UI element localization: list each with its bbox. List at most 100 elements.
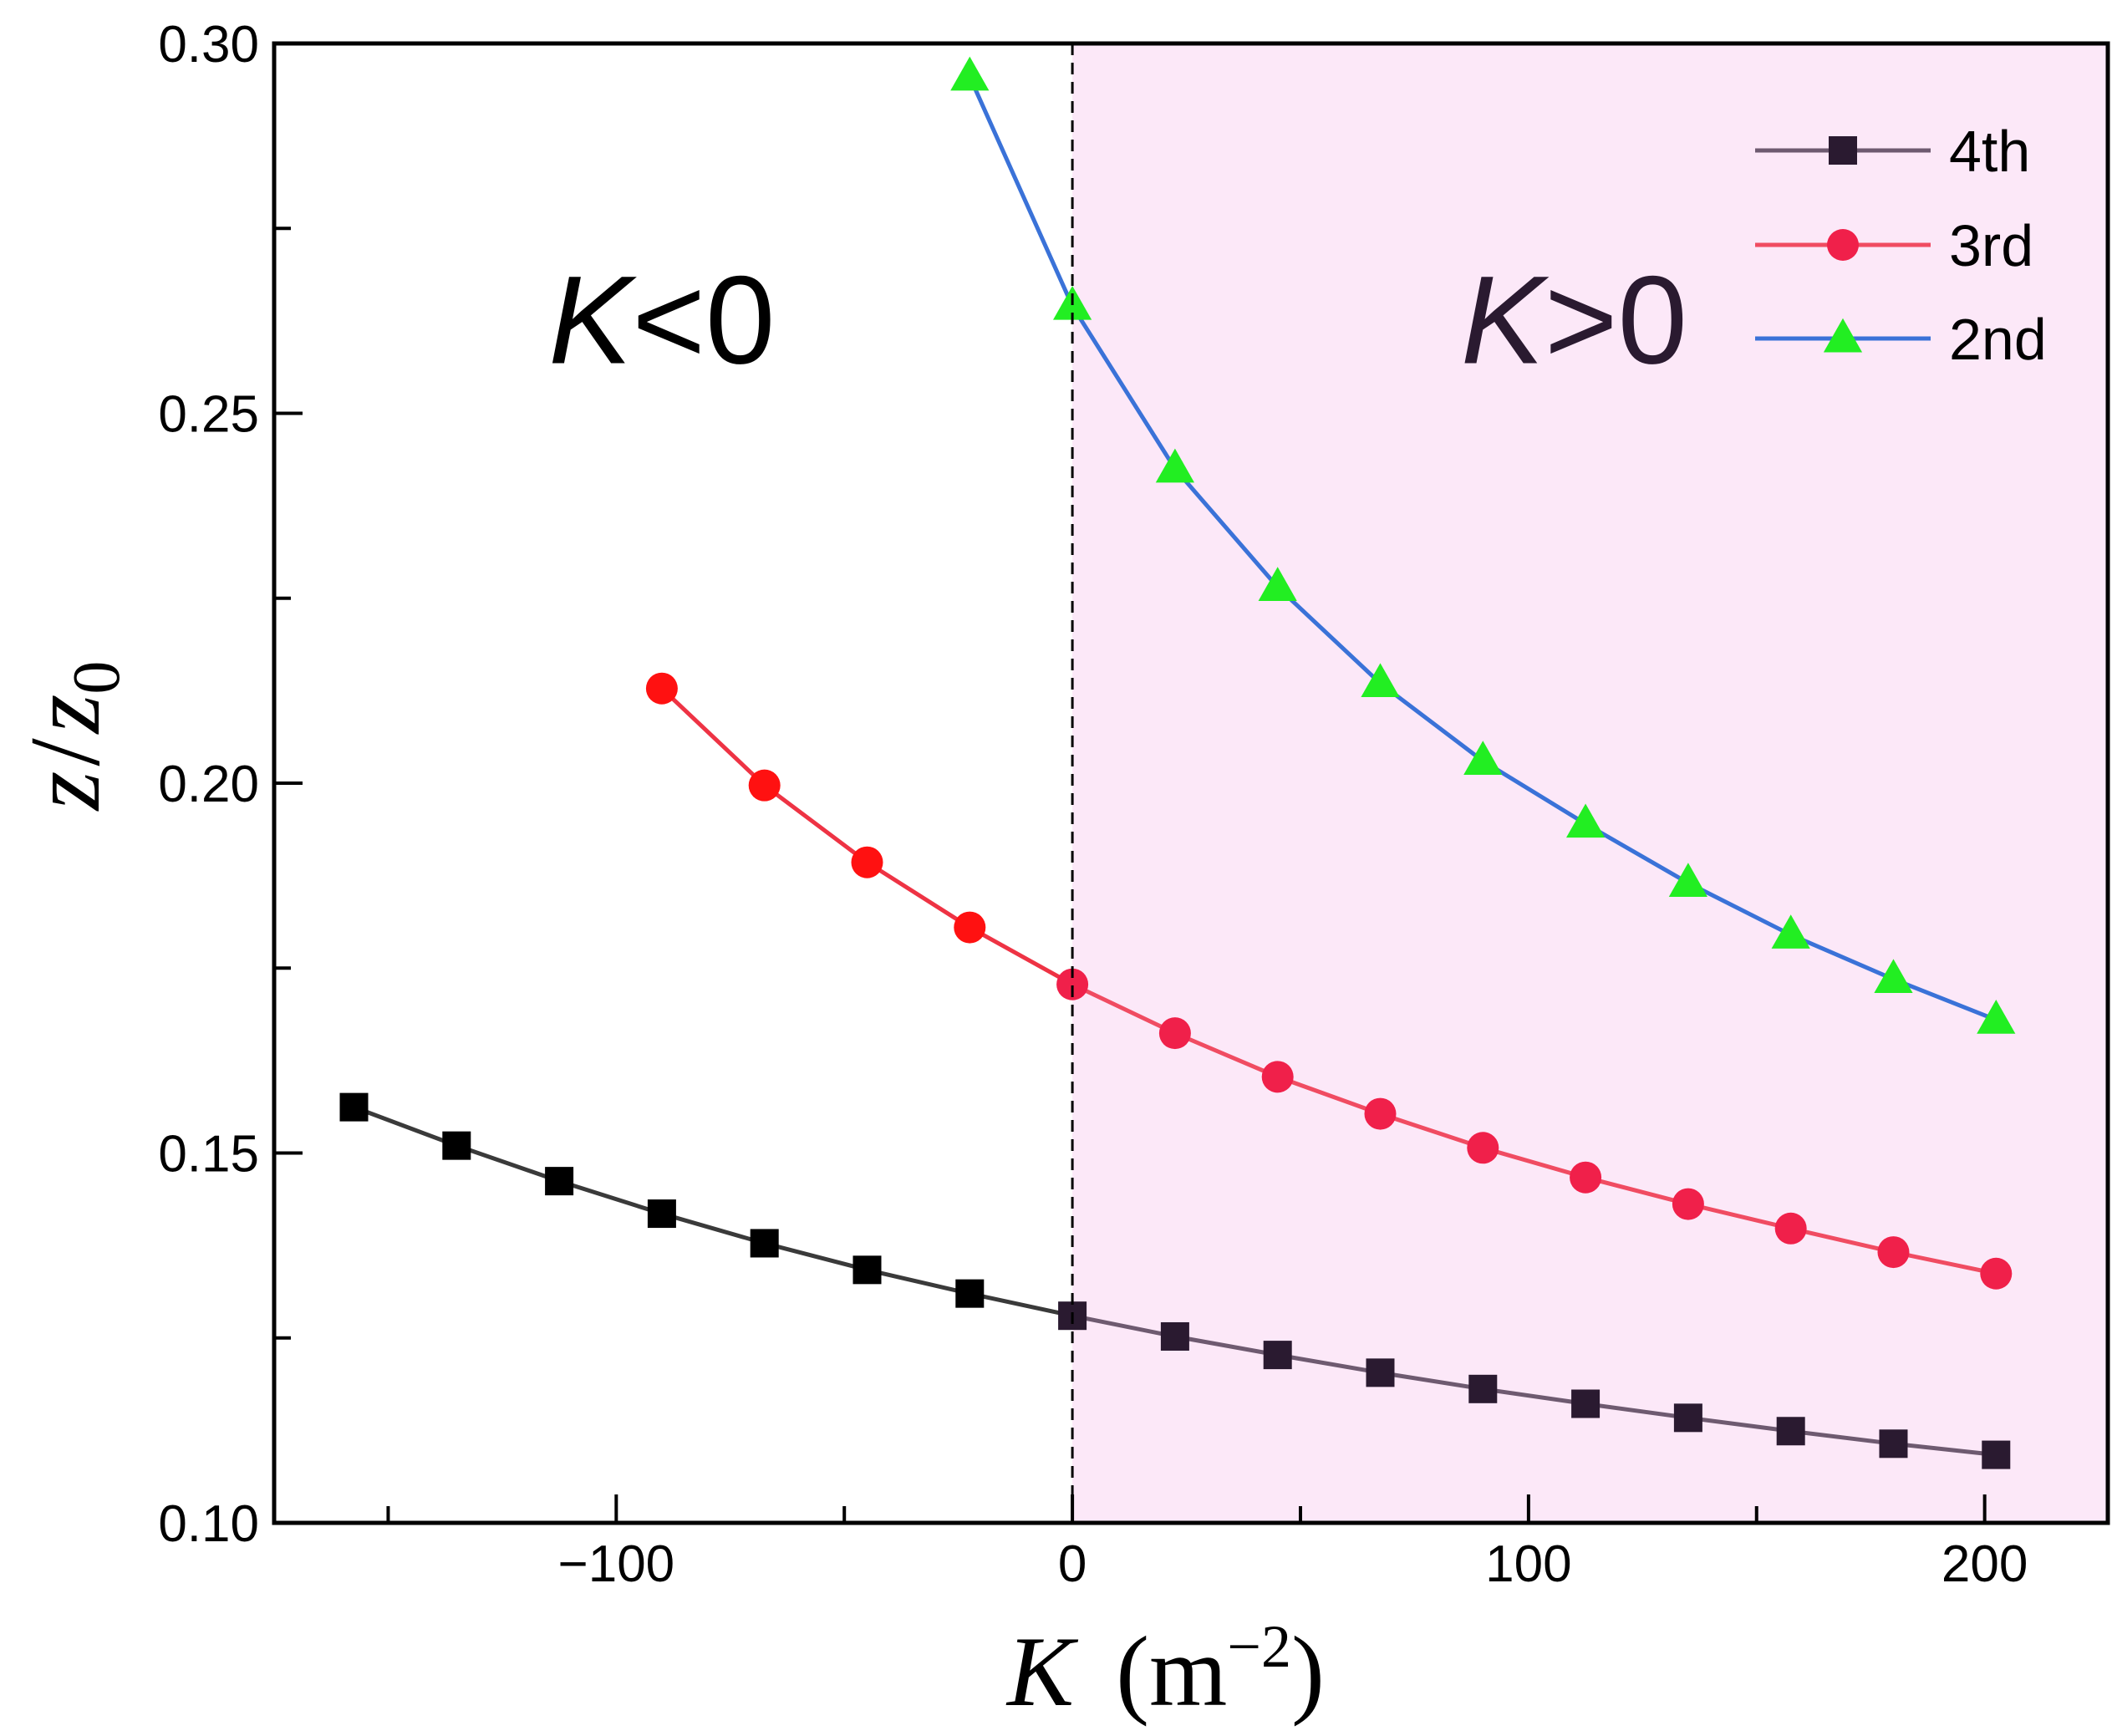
region-label: K<0 — [548, 249, 775, 389]
data-point-4th — [647, 1199, 676, 1229]
legend-marker-2nd — [1823, 318, 1863, 353]
data-point-3rd — [1364, 1097, 1397, 1130]
data-point-3rd — [1877, 1236, 1910, 1269]
series-line-4th — [764, 1241, 868, 1272]
x-tick-label: 200 — [1942, 1535, 2028, 1593]
data-point-3rd — [1158, 1017, 1191, 1050]
data-point-2nd — [1874, 959, 1913, 994]
data-point-4th — [1673, 1403, 1702, 1433]
shaded-region — [1072, 43, 2108, 1523]
legend-label-4th: 4th — [1949, 119, 2030, 184]
series-line-2nd — [1275, 585, 1382, 685]
series-line-4th — [1790, 1428, 1894, 1446]
series-line-4th — [1482, 1387, 1586, 1406]
data-point-4th — [1776, 1417, 1805, 1446]
data-point-4th — [1879, 1429, 1908, 1459]
data-point-4th — [1160, 1321, 1189, 1351]
series-line-2nd — [1892, 977, 1997, 1022]
data-point-4th — [750, 1229, 779, 1258]
data-point-2nd — [1361, 663, 1400, 698]
series-line-3rd — [969, 925, 1074, 986]
data-point-2nd — [1977, 1000, 2016, 1034]
data-point-3rd — [954, 911, 986, 944]
series-line-4th — [1893, 1441, 1997, 1458]
series-line-4th — [1687, 1415, 1792, 1433]
plot-area — [339, 56, 2016, 1469]
data-point-4th — [339, 1092, 369, 1122]
series-line-4th — [353, 1105, 458, 1148]
series-line-3rd — [1482, 1145, 1586, 1180]
series-line-2nd — [968, 75, 1075, 308]
y-tick-label: 0.30 — [158, 16, 259, 74]
y-axis-title: z/z0 — [9, 661, 134, 812]
series-line-4th — [1174, 1334, 1279, 1357]
series-line-3rd — [1173, 1031, 1279, 1079]
legend: 4th 3rd 2nd — [1755, 119, 2047, 372]
series-line-3rd — [1892, 1250, 1997, 1276]
series-line-2nd — [1687, 881, 1792, 937]
data-point-2nd — [1463, 741, 1503, 775]
data-point-4th — [545, 1167, 574, 1196]
series-line-3rd — [660, 686, 766, 787]
x-axis: −100 0 100 200 — [386, 1494, 2028, 1593]
data-point-3rd — [1672, 1188, 1704, 1220]
series-line-4th — [558, 1179, 663, 1216]
data-point-2nd — [1771, 914, 1810, 949]
data-point-4th — [1571, 1389, 1601, 1418]
series-line-2nd — [1584, 822, 1690, 885]
legend-label-3rd: 3rd — [1949, 213, 2033, 278]
series-line-4th — [1277, 1352, 1381, 1375]
series-line-3rd — [1276, 1074, 1382, 1116]
y-tick-label: 0.20 — [158, 756, 259, 813]
series-line-4th — [1585, 1402, 1689, 1420]
x-tick-label: 100 — [1485, 1535, 1571, 1593]
data-point-4th — [852, 1255, 882, 1285]
data-point-4th — [442, 1131, 471, 1160]
data-point-3rd — [645, 672, 678, 705]
series-line-4th — [1071, 1313, 1176, 1339]
data-point-2nd — [1155, 448, 1194, 483]
data-point-4th — [1366, 1358, 1395, 1387]
series-line-4th — [866, 1267, 970, 1296]
data-point-4th — [1982, 1440, 2011, 1469]
series-line-2nd — [1070, 304, 1178, 471]
series-line-2nd — [1173, 467, 1280, 589]
series-line-4th — [661, 1211, 766, 1245]
legend-marker-4th — [1829, 136, 1857, 165]
y-tick-label: 0.10 — [158, 1495, 259, 1553]
y-axis: 0.10 0.15 0.20 0.25 0.30 — [158, 16, 303, 1553]
series-line-4th — [455, 1143, 560, 1184]
data-point-2nd — [1258, 567, 1297, 601]
data-point-3rd — [1774, 1212, 1807, 1245]
data-point-3rd — [1570, 1161, 1602, 1194]
data-point-3rd — [1056, 968, 1089, 1000]
data-point-3rd — [1467, 1132, 1499, 1164]
data-point-3rd — [851, 846, 883, 878]
series-line-2nd — [1789, 933, 1895, 981]
series-line-3rd — [1790, 1226, 1895, 1255]
legend-label-2nd: 2nd — [1949, 307, 2047, 372]
series-line-4th — [969, 1291, 1073, 1318]
data-point-4th — [1263, 1341, 1292, 1370]
region-label: K>0 — [1461, 249, 1687, 389]
data-point-4th — [955, 1279, 985, 1308]
series-line-3rd — [1687, 1202, 1792, 1231]
data-point-2nd — [1565, 803, 1606, 838]
series-line-3rd — [1071, 982, 1176, 1036]
series-line-3rd — [763, 783, 869, 864]
x-tick-label: −100 — [558, 1535, 675, 1593]
x-axis-title: K (m−2) — [1005, 1613, 1325, 1727]
legend-marker-3rd — [1827, 229, 1859, 261]
data-point-3rd — [748, 769, 781, 802]
data-point-3rd — [1261, 1061, 1294, 1093]
data-point-2nd — [1668, 863, 1707, 897]
x-tick-label: 0 — [1058, 1535, 1087, 1593]
series-line-3rd — [866, 860, 971, 929]
data-point-4th — [1468, 1374, 1498, 1403]
series-line-3rd — [1585, 1175, 1689, 1206]
data-point-2nd — [950, 56, 990, 91]
series-line-3rd — [1379, 1112, 1484, 1150]
series-line-4th — [1380, 1370, 1483, 1392]
y-tick-label: 0.15 — [158, 1126, 259, 1184]
